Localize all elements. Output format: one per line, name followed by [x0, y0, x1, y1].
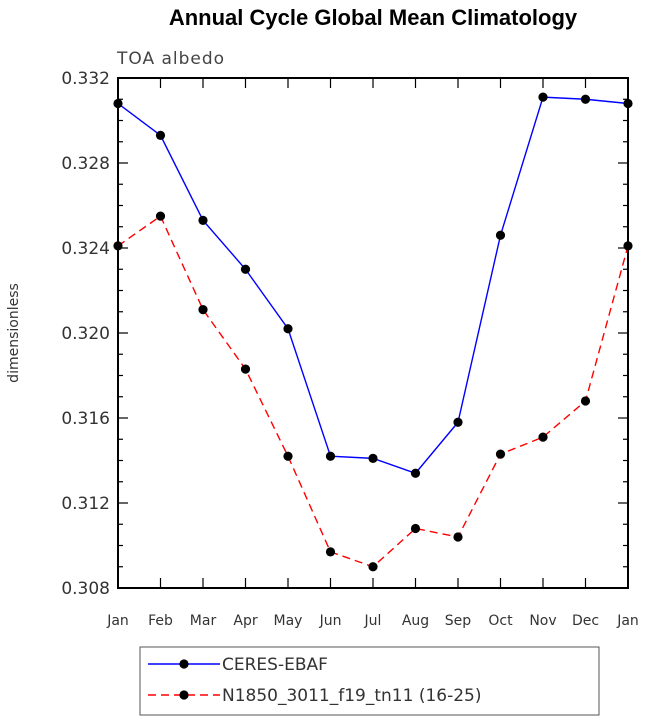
- x-tick-label: Jan: [616, 613, 639, 629]
- data-point-series-1: [538, 92, 548, 102]
- data-point-series-2: [325, 547, 336, 557]
- y-tick-label: 0.316: [61, 409, 110, 429]
- data-point-series-2: [410, 523, 421, 534]
- x-tick-label: Mar: [190, 613, 217, 629]
- chart-subtitle: TOA albedo: [116, 49, 225, 69]
- y-tick-label: 0.320: [61, 324, 110, 344]
- data-point-series-2: [453, 532, 463, 542]
- x-tick-label: Jan: [106, 613, 129, 629]
- data-point-series-1: [240, 264, 251, 274]
- data-point-series-1: [155, 130, 166, 140]
- data-point-series-1: [495, 230, 506, 240]
- x-tick-label: Jun: [319, 613, 342, 629]
- plot-area: 0.308 0.312 0.316 0.320 0.324 0.328 0.332 Jan Fe…: [61, 69, 638, 629]
- y-tick-label: 0.328: [61, 154, 110, 174]
- x-tick-label: Jul: [364, 613, 382, 629]
- data-point-series-2: [155, 211, 166, 221]
- legend-box: [139, 646, 600, 716]
- x-tick-label: Apr: [233, 613, 257, 629]
- data-point-series-1: [580, 94, 591, 104]
- data-point-series-1: [198, 215, 208, 225]
- data-point-series-1: [283, 324, 293, 334]
- series-line-1: [117, 96, 629, 475]
- plot-frame: [117, 77, 629, 589]
- data-point-series-2: [623, 241, 633, 251]
- legend-label-1: CERES-EBAF: [222, 655, 328, 675]
- data-point-series-2: [283, 451, 293, 461]
- data-point-series-2: [538, 432, 548, 442]
- series-line-2: [117, 215, 629, 568]
- y-tick-label: 0.324: [61, 239, 110, 259]
- data-point-series-2: [113, 241, 123, 251]
- y-tick-label: 0.308: [61, 579, 110, 599]
- legend: CERES-EBAF N1850_3011_f19_tn11 (16-25): [139, 646, 600, 716]
- x-tick-label: Dec: [572, 613, 599, 629]
- legend-label-2: N1850_3011_f19_tn11 (16-25): [222, 686, 482, 706]
- data-point-series-2: [495, 449, 506, 459]
- x-tick-label: Sep: [445, 613, 472, 629]
- y-tick-label: 0.312: [61, 494, 110, 514]
- data-point-series-1: [623, 98, 633, 109]
- y-tick-label: 0.332: [61, 69, 110, 89]
- data-point-series-1: [325, 451, 336, 461]
- y-axis-label: dimensionless: [6, 283, 22, 383]
- data-point-series-1: [410, 468, 421, 478]
- data-point-series-1: [113, 98, 123, 109]
- x-tick-label: May: [274, 613, 303, 629]
- data-point-series-2: [368, 562, 378, 572]
- data-point-series-2: [198, 305, 208, 315]
- data-point-series-2: [240, 364, 251, 374]
- data-point-series-1: [453, 417, 463, 427]
- data-point-series-2: [580, 396, 591, 406]
- data-point-series-1: [368, 453, 378, 463]
- legend-marker-1: [179, 659, 189, 669]
- x-tick-label: Nov: [529, 613, 556, 629]
- legend-marker-2: [179, 690, 189, 700]
- x-tick-label: Oct: [488, 613, 513, 629]
- chart-title: Annual Cycle Global Mean Climatology: [169, 5, 578, 30]
- x-tick-label: Feb: [148, 613, 173, 629]
- x-tick-label: Aug: [402, 613, 429, 629]
